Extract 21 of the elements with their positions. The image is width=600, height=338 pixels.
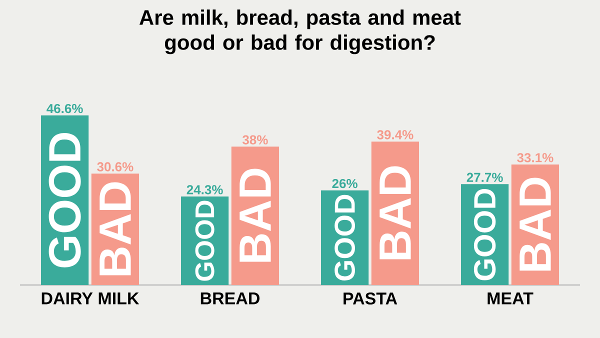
- x-tick-label: PASTA: [344, 292, 398, 305]
- text: GOOD: [334, 194, 355, 280]
- series-label: BAD: [100, 182, 131, 276]
- x-tick-label: DAIRY MILK: [42, 292, 140, 304]
- x-tick-label: BREAD: [200, 292, 260, 304]
- text: GOOD: [474, 188, 496, 280]
- text: BAD: [380, 166, 411, 260]
- chart-title: Are milk, bread, pasta and meat good or bad for digestion?: [139, 10, 461, 54]
- data-label: 38%: [242, 135, 268, 144]
- series-label: GOOD: [195, 200, 214, 281]
- data-label: 39.4%: [377, 130, 414, 140]
- data-label: 33.1%: [517, 153, 554, 162]
- data-label: 46.6%: [46, 104, 83, 114]
- text: BAD: [520, 178, 551, 271]
- data-label: 30.6%: [97, 162, 134, 172]
- data-label: 24.3%: [186, 185, 223, 194]
- x-tick-label: MEAT: [488, 292, 534, 304]
- data-label: 27.7%: [466, 172, 503, 182]
- data-label: 26%: [332, 178, 358, 188]
- text: GOOD: [48, 132, 81, 268]
- text: BAD: [240, 168, 271, 262]
